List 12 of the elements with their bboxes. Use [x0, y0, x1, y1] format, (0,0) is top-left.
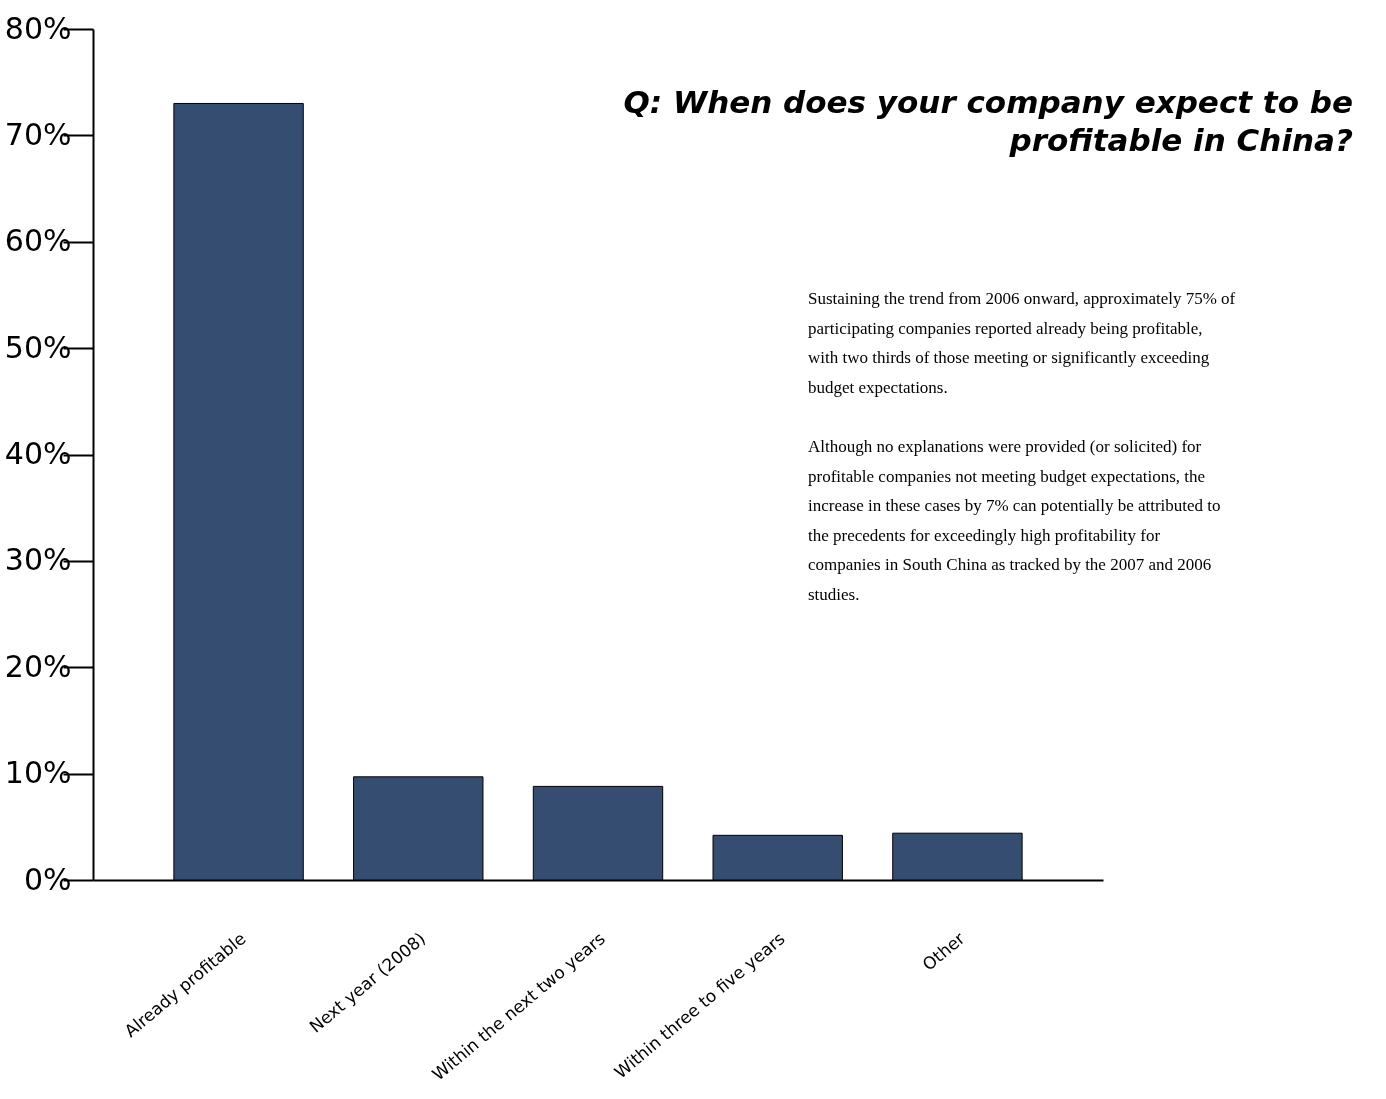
y-tick-label: 60% — [4, 223, 72, 259]
y-tick-label: 30% — [4, 542, 72, 578]
y-tick-label: 0% — [23, 861, 72, 897]
y-tick-label: 40% — [4, 436, 72, 471]
text: Q: When does your company expect to be profitable in China? — [623, 84, 1354, 158]
annotation: Sustaining the trend from 2006 onward, approximately 75% of participating companies reported already being profitable, with two thirds of those meeting or significantly exceeding budget expectations. — [808, 289, 1236, 397]
y-tick-label: 80% — [4, 10, 72, 46]
y-tick-label: 70% — [4, 116, 72, 152]
annotation: Although no explanations were provided (or solicited) for profitable companies not meeting budget expectations, the increase in these cases by 7% can potentially be attributed to the precedents for exceedingly high profitability for companies in South China as tracked by the 2007 and 2006 studies. — [808, 437, 1221, 604]
y-tick-label: 50% — [4, 329, 72, 365]
y-tick-label: 10% — [4, 755, 72, 791]
y-tick-label: 20% — [4, 648, 72, 684]
